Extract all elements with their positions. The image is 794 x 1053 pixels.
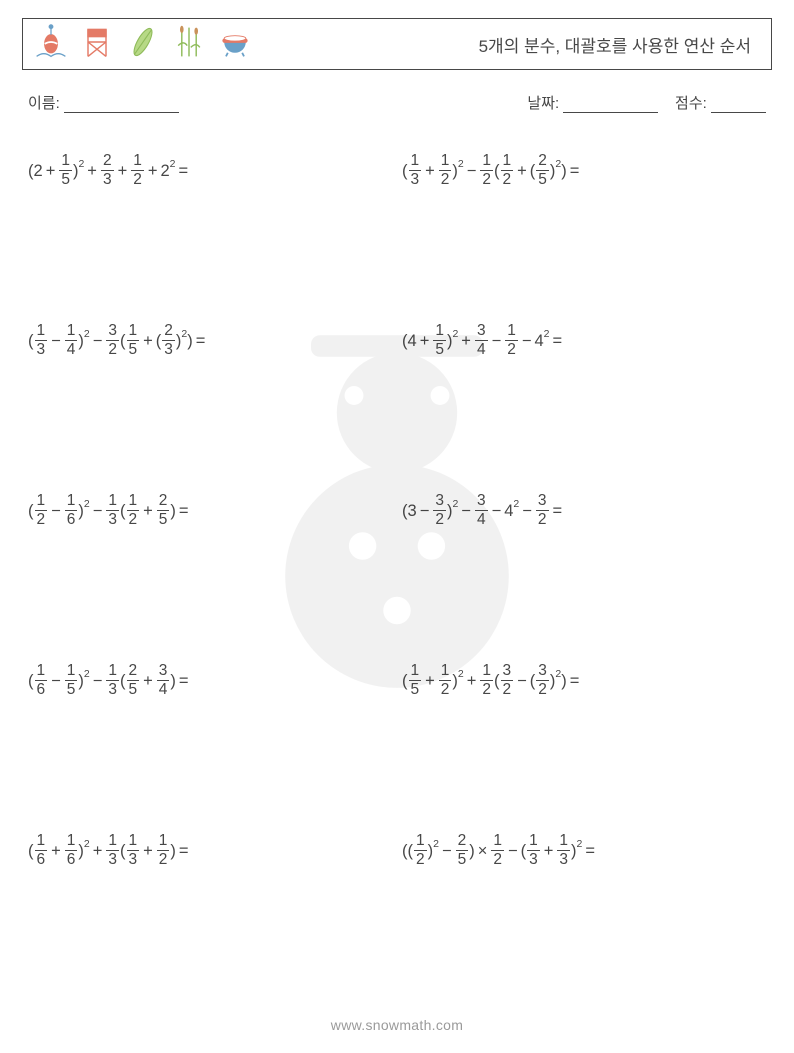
fishing-float-icon (33, 24, 69, 65)
problem-10: ((12)2−25)×12−(13+13)2 = (402, 823, 766, 993)
director-chair-icon (79, 24, 115, 65)
expression: (3−32)2−34−42−32 = (402, 493, 565, 530)
header-box: 5개의 분수, 대괄호를 사용한 연산 순서 (22, 18, 772, 70)
problem-7: (16−15)2−13(25+34) = (28, 653, 392, 823)
score-label: 점수: (675, 95, 707, 112)
name-blank[interactable] (64, 97, 179, 114)
icon-row (33, 24, 253, 65)
date-blank[interactable] (563, 97, 658, 114)
problem-5: (12−16)2−13(12+25) = (28, 483, 392, 653)
expression: (4+15)2+34−12−42 = (402, 323, 565, 360)
problem-1: (2+15)2+23+12+22 = (28, 143, 392, 313)
expression: (16+16)2+13(13+12) = (28, 833, 192, 870)
problem-8: (15+12)2+12(32−(32)2) = (402, 653, 766, 823)
meta-row: 이름: 날짜: 점수: (22, 92, 772, 113)
name-field: 이름: (28, 92, 179, 113)
date-score-group: 날짜: 점수: (527, 92, 766, 113)
footer: www.snowmath.com (0, 1017, 794, 1033)
problem-2: (13+12)2−12(12+(25)2) = (402, 143, 766, 313)
surfboard-icon (125, 24, 161, 65)
expression: (13−14)2−32(15+(23)2) = (28, 323, 208, 360)
cauldron-icon (217, 24, 253, 65)
problems-grid: (2+15)2+23+12+22 = (13+12)2−12(12+(25)2)… (22, 143, 772, 993)
problem-3: (13−14)2−32(15+(23)2) = (28, 313, 392, 483)
score-blank[interactable] (711, 97, 766, 114)
footer-url: www.snowmath.com (331, 1017, 463, 1033)
expression: (16−15)2−13(25+34) = (28, 663, 192, 700)
date-label: 날짜: (527, 95, 559, 112)
problem-6: (3−32)2−34−42−32 = (402, 483, 766, 653)
problem-4: (4+15)2+34−12−42 = (402, 313, 766, 483)
worksheet-title: 5개의 분수, 대괄호를 사용한 연산 순서 (479, 32, 757, 57)
reeds-icon (171, 24, 207, 65)
problem-9: (16+16)2+13(13+12) = (28, 823, 392, 993)
name-label: 이름: (28, 95, 60, 112)
expression: (2+15)2+23+12+22 = (28, 153, 191, 190)
expression: (13+12)2−12(12+(25)2) = (402, 153, 582, 190)
expression: ((12)2−25)×12−(13+13)2 = (402, 833, 598, 870)
expression: (15+12)2+12(32−(32)2) = (402, 663, 582, 700)
expression: (12−16)2−13(12+25) = (28, 493, 192, 530)
